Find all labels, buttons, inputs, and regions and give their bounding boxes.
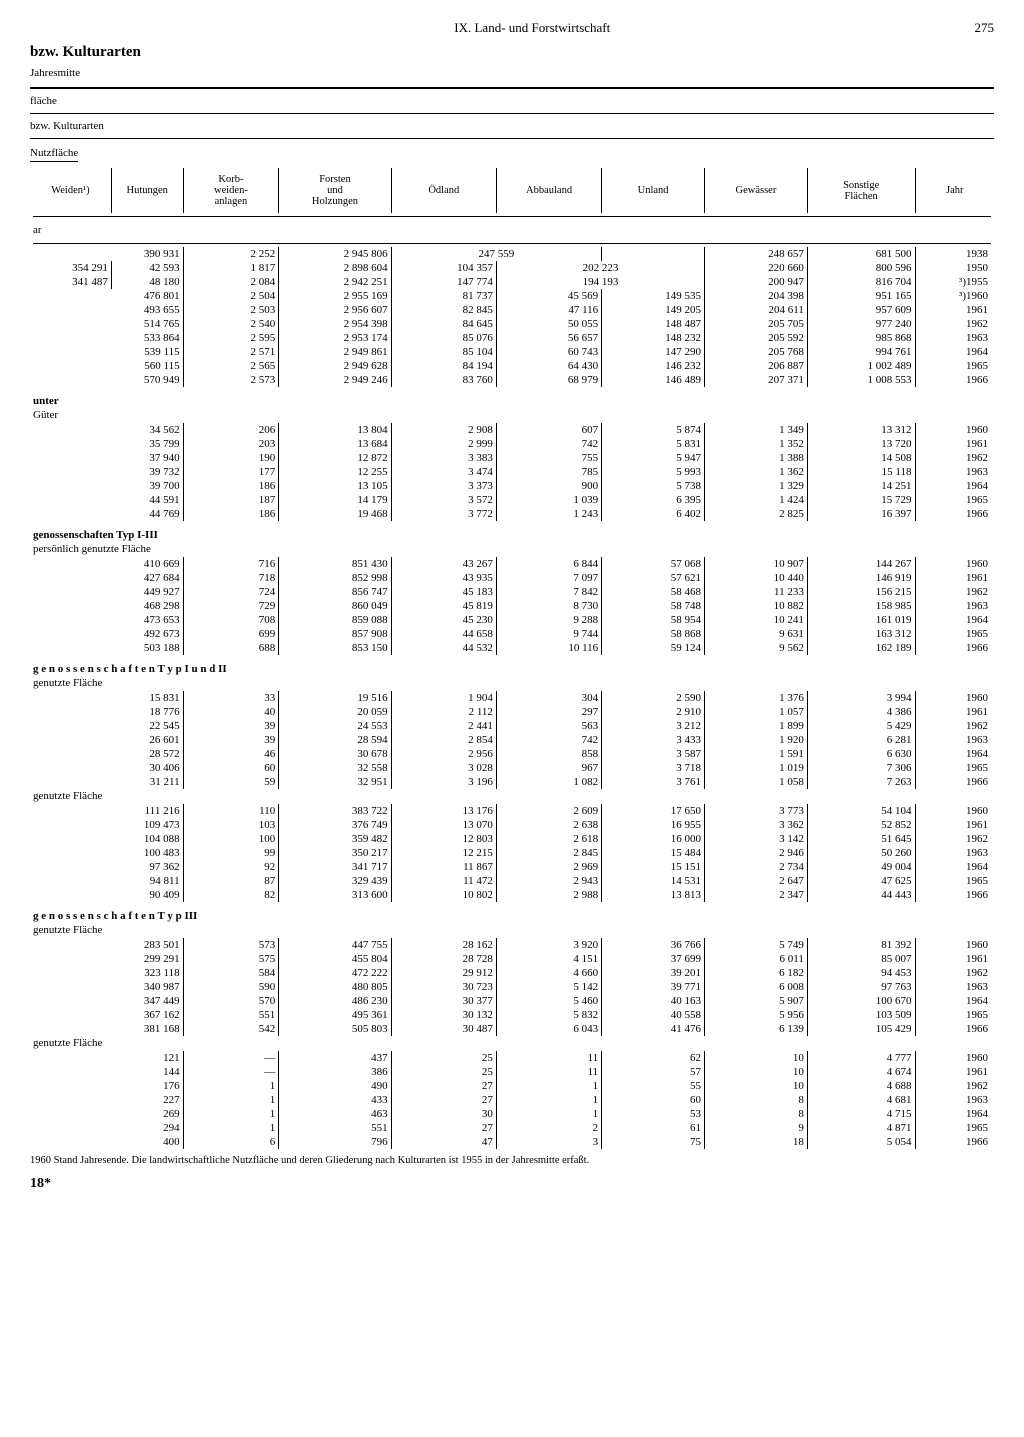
table-row: 22 5453924 5532 4415633 2121 8995 429196… — [30, 719, 994, 733]
footnote: 1960 Stand Jahresende. Die landwirtschaf… — [30, 1155, 994, 1166]
col-abbauland: Abbauland — [496, 168, 601, 213]
section-sublabel: genutzte Fläche — [30, 1036, 994, 1051]
table-row: 341 48748 1802 0842 942 251147 774194 19… — [30, 275, 994, 289]
table-row: 340 987590480 80530 7235 14239 7716 0089… — [30, 980, 994, 994]
col-hutungen: Hutungen — [111, 168, 183, 213]
table-row: 90 40982313 60010 8022 98813 8132 34744 … — [30, 888, 994, 902]
section-label: genossenschaften Typ I-III — [30, 521, 994, 542]
table-row: 514 7652 5402 954 39884 64550 055148 487… — [30, 317, 994, 331]
table-row: 100 48399350 21712 2152 84515 4842 94650… — [30, 846, 994, 860]
table-row: 449 927724856 74745 1837 84258 46811 233… — [30, 585, 994, 599]
table-row: 94 81187329 43911 4722 94314 5312 64747 … — [30, 874, 994, 888]
table-row: 39 70018613 1053 3739005 7381 32914 2511… — [30, 479, 994, 493]
section-sublabel: Güter — [30, 408, 994, 423]
table-row: 473 653708859 08845 2309 28858 95410 241… — [30, 613, 994, 627]
table-row: 104 088100359 48212 8032 61816 0003 1425… — [30, 832, 994, 846]
table-row: 144—386251157104 6741961 — [30, 1065, 994, 1079]
group-label-a: fläche — [30, 95, 994, 107]
table-row: 367 162551495 36130 1325 83240 5585 9561… — [30, 1008, 994, 1022]
table-row: 533 8642 5952 953 17485 07656 657148 232… — [30, 331, 994, 345]
data-table: Weiden¹) Hutungen Korb- weiden- anlagen … — [30, 168, 994, 1149]
column-headers: Weiden¹) Hutungen Korb- weiden- anlagen … — [30, 168, 994, 213]
table-row: 492 673699857 90844 6589 74458 8689 6311… — [30, 627, 994, 641]
col-korb: Korb- weiden- anlagen — [183, 168, 279, 213]
table-row: 31 2115932 9513 1961 0823 7611 0587 2631… — [30, 775, 994, 789]
col-gewaesser: Gewässer — [705, 168, 808, 213]
table-row: 30 4066032 5583 0289673 7181 0197 306196… — [30, 761, 994, 775]
section-title: IX. Land- und Forstwirtschaft — [90, 20, 975, 36]
table-row: 347 449570486 23030 3775 46040 1635 9071… — [30, 994, 994, 1008]
section-label: g e n o s s e n s c h a f t e n T y p I … — [30, 655, 994, 676]
table-row: 570 9492 5732 949 24683 76068 979146 489… — [30, 373, 994, 387]
table-row: 476 8012 5042 955 16981 73745 569149 535… — [30, 289, 994, 303]
table-row: 26 6013928 5942 8547423 4331 9206 281196… — [30, 733, 994, 747]
table-row: 560 1152 5652 949 62884 19464 430146 232… — [30, 359, 994, 373]
page-number: 275 — [975, 20, 995, 36]
table-row: 503 188688853 15044 53210 11659 1249 562… — [30, 641, 994, 655]
table-row: 468 298729860 04945 8198 73058 74810 882… — [30, 599, 994, 613]
group-label-b: bzw. Kulturarten — [30, 120, 994, 132]
table-row: 97 36292341 71711 8672 96915 1512 73449 … — [30, 860, 994, 874]
table-row: 22714332716084 6811963 — [30, 1093, 994, 1107]
col-oedland: Ödland — [391, 168, 496, 213]
col-forsten: Forsten und Holzungen — [279, 168, 391, 213]
table-row: 37 94019012 8723 3837555 9471 38814 5081… — [30, 451, 994, 465]
table-row: 28 5724630 6782 9568583 5871 5916 630196… — [30, 747, 994, 761]
col-unland: Unland — [602, 168, 705, 213]
section-label: unter — [30, 387, 994, 408]
col-sonstige: Sonstige Flächen — [807, 168, 915, 213]
table-row: 427 684718852 99843 9357 09757 62110 440… — [30, 571, 994, 585]
section-sublabel: persönlich genutzte Fläche — [30, 542, 994, 557]
table-row: 299 291575455 80428 7284 15137 6996 0118… — [30, 952, 994, 966]
section-sublabel: genutzte Fläche — [30, 789, 994, 804]
section-label: g e n o s s e n s c h a f t e n T y p II… — [30, 902, 994, 923]
table-row: 44 76918619 4683 7721 2436 4022 82516 39… — [30, 507, 994, 521]
group-label-c: Nutzfläche — [30, 147, 78, 162]
table-row: 493 6552 5032 956 60782 84547 116149 205… — [30, 303, 994, 317]
table-row: 18 7764020 0592 1122972 9101 0574 386196… — [30, 705, 994, 719]
table-row: 111 216110383 72213 1762 60917 6503 7735… — [30, 804, 994, 818]
subtitle: Jahresmitte — [30, 67, 994, 79]
page-title: bzw. Kulturarten — [30, 44, 994, 61]
table-row: 26914633015384 7151964 — [30, 1107, 994, 1121]
table-row: 29415512726194 8711965 — [30, 1121, 994, 1135]
table-row: 109 473103376 74913 0702 63816 9553 3625… — [30, 818, 994, 832]
table-row: 390 9312 2522 945 806247 559248 657681 5… — [30, 247, 994, 261]
section-sublabel: genutzte Fläche — [30, 676, 994, 691]
table-row: 34 56220613 8042 9086075 8741 34913 3121… — [30, 423, 994, 437]
table-row: 354 29142 5931 8172 898 604104 357202 22… — [30, 261, 994, 275]
section-sublabel: genutzte Fläche — [30, 923, 994, 938]
col-jahr: Jahr — [915, 168, 994, 213]
table-row: 410 669716851 43043 2676 84457 06810 907… — [30, 557, 994, 571]
table-row: 35 79920313 6842 9997425 8311 35213 7201… — [30, 437, 994, 451]
table-row: 323 118584472 22229 9124 66039 2016 1829… — [30, 966, 994, 980]
table-row: 39 73217712 2553 4747855 9931 36215 1181… — [30, 465, 994, 479]
table-row: 176149027155104 6881962 — [30, 1079, 994, 1093]
table-row: 121—437251162104 7771960 — [30, 1051, 994, 1065]
col-weiden: Weiden¹) — [30, 168, 111, 213]
table-row: 44 59118714 1793 5721 0396 3951 42415 72… — [30, 493, 994, 507]
unit-label: ar — [30, 220, 994, 240]
table-row: 283 501573447 75528 1623 92036 7665 7498… — [30, 938, 994, 952]
table-row: 15 8313319 5161 9043042 5901 3763 994196… — [30, 691, 994, 705]
signature: 18* — [30, 1176, 994, 1192]
table-row: 400679647375185 0541966 — [30, 1135, 994, 1149]
table-row: 539 1152 5712 949 86185 10460 743147 290… — [30, 345, 994, 359]
table-row: 381 168542505 80330 4876 04341 4766 1391… — [30, 1022, 994, 1036]
